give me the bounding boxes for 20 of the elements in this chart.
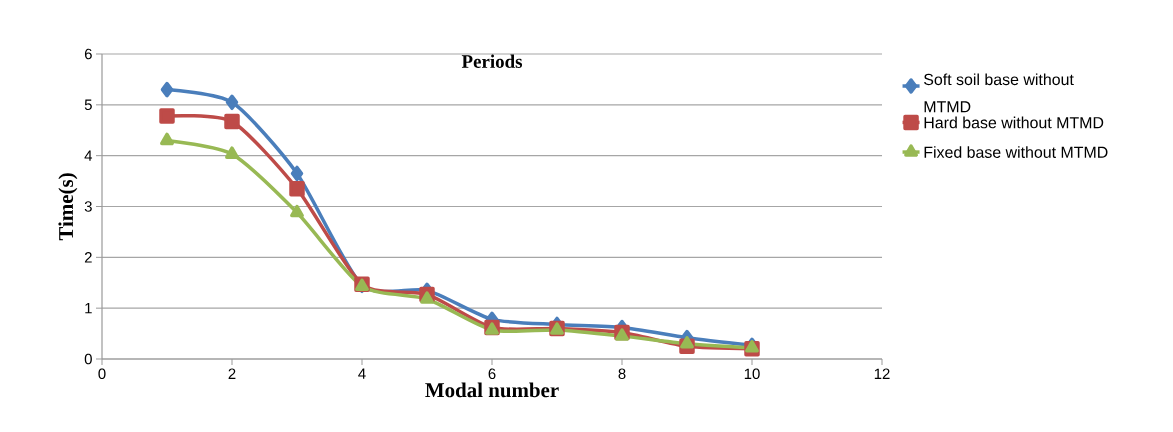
y-tick-label: 5 bbox=[84, 99, 92, 111]
y-axis-title: Time(s) bbox=[58, 173, 78, 241]
x-axis-title: Modal number bbox=[425, 382, 559, 398]
x-tick-label: 4 bbox=[358, 368, 366, 379]
legend-label: Soft soil base without MTMD bbox=[924, 73, 1074, 113]
y-tick-label: 0 bbox=[84, 353, 92, 365]
legend-label: Fixed base without MTMD bbox=[924, 146, 1108, 158]
legend-label: Hard base without MTMD bbox=[924, 116, 1104, 129]
y-tick-label: 4 bbox=[84, 150, 93, 161]
x-tick-label: 10 bbox=[744, 368, 760, 380]
y-tick-label: 2 bbox=[84, 252, 92, 263]
x-tick-label: 12 bbox=[874, 368, 890, 379]
x-tick-label: 8 bbox=[618, 368, 626, 380]
x-tick-label: 0 bbox=[98, 368, 106, 380]
x-tick-label: 2 bbox=[228, 368, 236, 379]
chart-title: Periods bbox=[461, 54, 523, 68]
x-tick-label: 6 bbox=[488, 368, 496, 380]
y-tick-label: 3 bbox=[84, 201, 92, 212]
y-tick-label: 6 bbox=[84, 48, 92, 60]
y-tick-label: 1 bbox=[85, 303, 92, 314]
